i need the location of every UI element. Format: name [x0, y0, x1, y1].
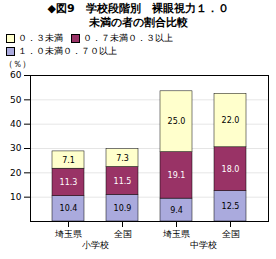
svg-text:10.9: 10.9 [114, 204, 132, 213]
svg-text:埼玉県: 埼玉県 [54, 229, 82, 239]
svg-text:7.1: 7.1 [62, 156, 75, 165]
html-text:◆図9 学校段階別 裸眼視力１．０: ◆図9 学校段階別 裸眼視力１．０ [47, 2, 229, 15]
svg-text:9.4: 9.4 [170, 206, 183, 215]
svg-text:全国: 全国 [114, 229, 132, 239]
svg-text:12.5: 12.5 [222, 202, 240, 211]
svg-text:小学校: 小学校 [82, 240, 109, 250]
svg-text:50: 50 [10, 95, 22, 105]
svg-text:20: 20 [10, 168, 22, 178]
svg-text:22.0: 22.0 [222, 116, 240, 125]
svg-text:全国: 全国 [222, 229, 240, 239]
svg-text:10.4: 10.4 [60, 204, 78, 213]
html-text:未満の者の割合比較: 未満の者の割合比較 [88, 16, 188, 29]
html-text:０．３未満: ０．３未満 [18, 33, 63, 43]
svg-text:11.3: 11.3 [60, 178, 78, 187]
svg-text:10: 10 [10, 192, 22, 202]
svg-text:中学校: 中学校 [190, 240, 217, 250]
svg-text:11.5: 11.5 [114, 177, 132, 186]
svg-text:7.3: 7.3 [116, 154, 129, 163]
svg-text:40: 40 [10, 119, 22, 129]
html-text:０．７未満０．３以上: ０．７未満０．３以上 [83, 33, 173, 43]
svg-text:（％）: （％） [4, 59, 31, 69]
svg-text:19.1: 19.1 [168, 171, 186, 180]
svg-text:埼玉県: 埼玉県 [162, 229, 190, 239]
html-text:１．０未満０．７０以上: １．０未満０．７０以上 [18, 46, 117, 56]
svg-text:60: 60 [10, 70, 22, 80]
svg-text:25.0: 25.0 [168, 117, 186, 126]
svg-text:30: 30 [10, 143, 22, 153]
svg-text:18.0: 18.0 [222, 165, 240, 174]
